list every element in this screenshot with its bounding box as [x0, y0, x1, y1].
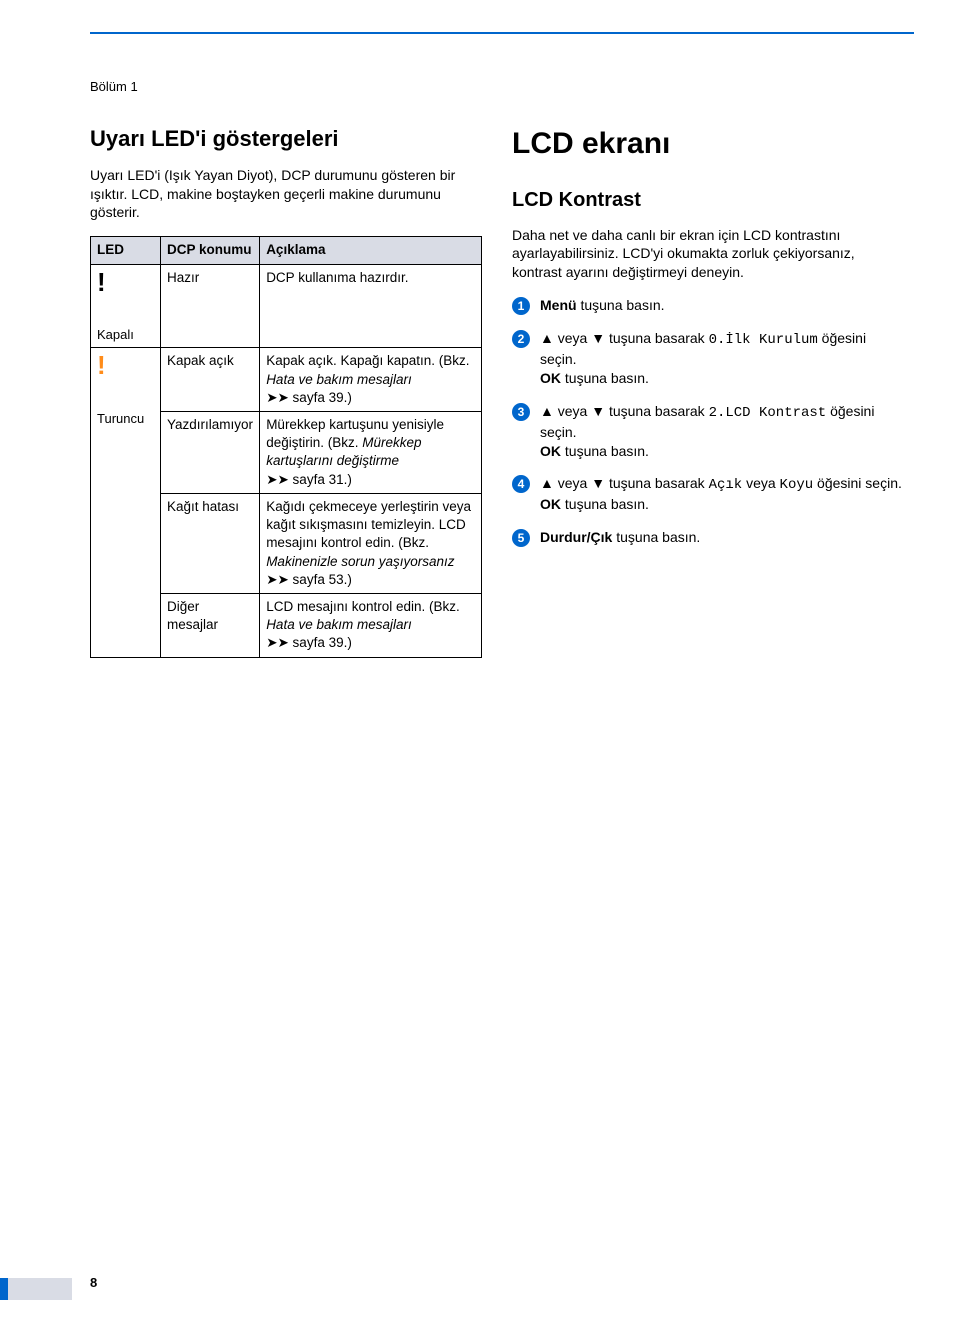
step-mono: 0.İlk Kurulum — [709, 332, 818, 348]
left-intro: Uyarı LED'i (Işık Yayan Diyot), DCP duru… — [90, 166, 482, 223]
step-bold: OK — [540, 496, 561, 512]
step-bold: Durdur/Çık — [540, 529, 612, 545]
step-text: veya — [742, 475, 779, 491]
status-cell: Kapak açık — [161, 348, 260, 412]
led-off-cell: ! Kapalı — [91, 264, 161, 348]
top-rule — [90, 32, 914, 34]
step-text: tuşuna basın. — [577, 297, 665, 313]
chapter-label: Bölüm 1 — [90, 78, 138, 96]
desc-ital: Hata ve bakım mesajları — [266, 617, 412, 632]
step-bold: OK — [540, 370, 561, 386]
desc-ref: ➤➤ sayfa 39.) — [266, 635, 352, 650]
led-orange-icon: ! — [97, 352, 106, 378]
step-mono: Açık — [709, 477, 743, 493]
step-bold: Menü — [540, 297, 577, 313]
desc-text: Kapak açık. Kapağı kapatın. (Bkz. — [266, 353, 469, 368]
right-intro: Daha net ve daha canlı bir ekran için LC… — [512, 226, 904, 283]
status-cell: Yazdırılamıyor — [161, 412, 260, 494]
status-cell: Diğer mesajlar — [161, 593, 260, 657]
step-text: ▲ veya ▼ tuşuna basarak — [540, 403, 709, 419]
right-heading: LCD ekranı — [512, 124, 904, 165]
steps-list: Menü tuşuna basın. ▲ veya ▼ tuşuna basar… — [512, 296, 904, 547]
table-row: ! Kapalı Hazır DCP kullanıma hazırdır. — [91, 264, 482, 348]
desc-ref: ➤➤ sayfa 39.) — [266, 390, 352, 405]
desc-ital: Makinenizle sorun yaşıyorsanız — [266, 554, 454, 569]
led-orange-label: Turuncu — [97, 410, 154, 428]
th-desc: Açıklama — [260, 237, 482, 264]
right-subheading: LCD Kontrast — [512, 187, 904, 214]
led-table: LED DCP konumu Açıklama ! Kapalı Hazır D… — [90, 236, 482, 657]
desc-ref: ➤➤ sayfa 53.) — [266, 572, 352, 587]
led-orange-cell: ! Turuncu — [91, 348, 161, 657]
left-column: Uyarı LED'i göstergeleri Uyarı LED'i (Iş… — [90, 124, 482, 658]
table-row: ! Turuncu Kapak açık Kapak açık. Kapağı … — [91, 348, 482, 412]
step-text: tuşuna basın. — [561, 370, 649, 386]
page-number: 8 — [90, 1274, 97, 1292]
desc-cell: DCP kullanıma hazırdır. — [260, 264, 482, 348]
desc-cell: LCD mesajını kontrol edin. (Bkz. Hata ve… — [260, 593, 482, 657]
step-item: Durdur/Çık tuşuna basın. — [512, 528, 904, 547]
table-header-row: LED DCP konumu Açıklama — [91, 237, 482, 264]
desc-cell: Kapak açık. Kapağı kapatın. (Bkz. Hata v… — [260, 348, 482, 412]
page-tab — [0, 1278, 72, 1300]
desc-text: LCD mesajını kontrol edin. (Bkz. — [266, 599, 460, 614]
status-cell: Kağıt hatası — [161, 493, 260, 593]
step-item: ▲ veya ▼ tuşuna basarak 0.İlk Kurulum öğ… — [512, 329, 904, 388]
step-text: tuşuna basın. — [561, 496, 649, 512]
desc-cell: Kağıdı çekmeceye yerleştirin veya kağıt … — [260, 493, 482, 593]
desc-text: Kağıdı çekmeceye yerleştirin veya kağıt … — [266, 499, 471, 550]
th-led: LED — [91, 237, 161, 264]
left-heading: Uyarı LED'i göstergeleri — [90, 124, 482, 154]
content-area: Uyarı LED'i göstergeleri Uyarı LED'i (Iş… — [90, 124, 904, 658]
right-column: LCD ekranı LCD Kontrast Daha net ve daha… — [512, 124, 904, 658]
step-mono: 2.LCD Kontrast — [709, 405, 827, 421]
desc-cell: Mürekkep kartuşunu yenisiyle değiştirin.… — [260, 412, 482, 494]
step-text: tuşuna basın. — [612, 529, 700, 545]
desc-ref: ➤➤ sayfa 31.) — [266, 472, 352, 487]
led-off-icon: ! — [97, 269, 106, 295]
desc-ital: Hata ve bakım mesajları — [266, 372, 412, 387]
step-text: ▲ veya ▼ tuşuna basarak — [540, 330, 709, 346]
step-item: Menü tuşuna basın. — [512, 296, 904, 315]
step-bold: OK — [540, 443, 561, 459]
step-mono: Koyu — [780, 477, 814, 493]
step-text: ▲ veya ▼ tuşuna basarak — [540, 475, 709, 491]
step-item: ▲ veya ▼ tuşuna basarak 2.LCD Kontrast ö… — [512, 402, 904, 461]
status-cell: Hazır — [161, 264, 260, 348]
step-item: ▲ veya ▼ tuşuna basarak Açık veya Koyu ö… — [512, 474, 904, 514]
led-off-label: Kapalı — [97, 326, 154, 344]
step-text: tuşuna basın. — [561, 443, 649, 459]
step-text: öğesini seçin. — [813, 475, 902, 491]
th-status: DCP konumu — [161, 237, 260, 264]
